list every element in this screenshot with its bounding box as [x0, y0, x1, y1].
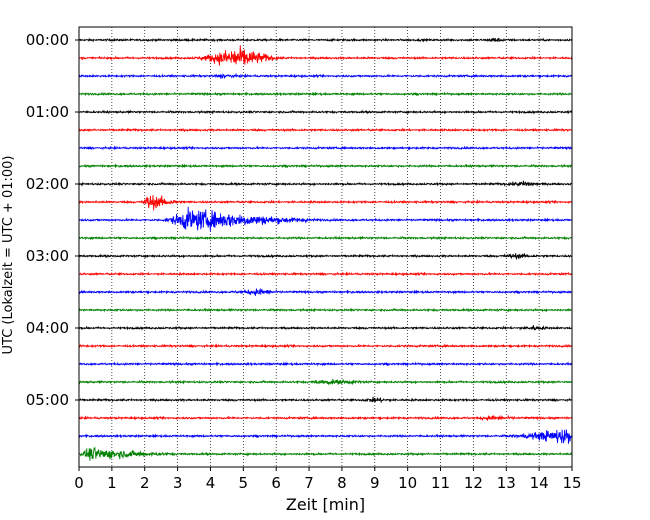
- trace-row: [78, 325, 573, 331]
- trace-row: [78, 127, 573, 133]
- x-tick-label: 3: [173, 474, 183, 492]
- x-tick-label: 2: [140, 474, 150, 492]
- trace-row: [78, 72, 573, 80]
- trace-row: [78, 206, 573, 232]
- x-tick-label: 13: [497, 474, 516, 492]
- trace-row: [78, 343, 573, 349]
- x-tick-label: 14: [530, 474, 549, 492]
- x-tick-label: 15: [562, 474, 581, 492]
- x-tick-label: 0: [74, 474, 84, 492]
- x-axis-label: Zeit [min]: [286, 495, 365, 514]
- trace-row: [78, 414, 573, 422]
- trace-row: [78, 37, 573, 43]
- trace-row: [78, 235, 573, 241]
- trace-row: [78, 271, 573, 277]
- x-tick-label: 4: [206, 474, 216, 492]
- x-tick-label: 6: [271, 474, 281, 492]
- y-tick-label: 02:00: [26, 175, 69, 193]
- trace-row: [78, 446, 573, 461]
- x-tick-label: 1: [107, 474, 117, 492]
- x-tick-label: 12: [464, 474, 483, 492]
- trace-row: [78, 307, 573, 313]
- vertical-gridlines: [111, 27, 540, 467]
- trace-row: [78, 361, 573, 367]
- x-tick-label: 8: [337, 474, 347, 492]
- x-tick-label: 5: [239, 474, 249, 492]
- x-tick-label: 11: [431, 474, 450, 492]
- trace-row: [78, 287, 573, 296]
- trace-row: [78, 163, 573, 169]
- trace-row: [78, 253, 573, 260]
- plot-frame: [78, 26, 573, 468]
- trace-row: [78, 91, 573, 97]
- x-axis-ticks: 0 1 2 3 4 5 6 7 8 9 10 11 12 13 14 15: [74, 467, 582, 492]
- trace-row: [78, 45, 573, 66]
- x-tick-label: 10: [398, 474, 417, 492]
- y-tick-label: 03:00: [26, 247, 69, 265]
- trace-lines: [78, 37, 573, 461]
- trace-row: [78, 109, 573, 115]
- trace-row: [78, 378, 573, 386]
- trace-row: [78, 429, 573, 444]
- y-tick-label: 04:00: [26, 319, 69, 337]
- y-tick-label: 05:00: [26, 391, 69, 409]
- y-tick-label: 00:00: [26, 31, 69, 49]
- trace-row: [78, 180, 573, 187]
- trace-row: [78, 145, 573, 151]
- y-axis-ticks: 00:00 01:00 02:00 03:00 04:00 05:00: [26, 31, 79, 409]
- y-axis-label: UTC (Lokalzeit = UTC + 01:00): [1, 156, 16, 355]
- x-tick-label: 9: [370, 474, 380, 492]
- x-tick-label: 7: [304, 474, 314, 492]
- y-tick-label: 01:00: [26, 103, 69, 121]
- trace-row: [78, 396, 573, 404]
- trace-row: [78, 195, 573, 211]
